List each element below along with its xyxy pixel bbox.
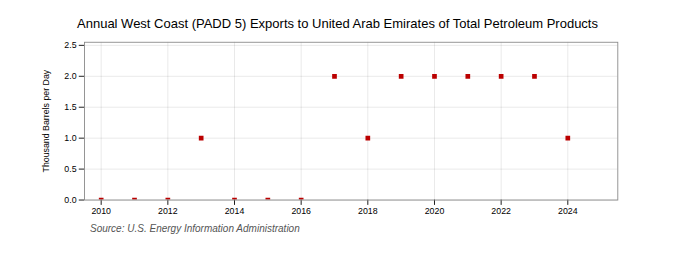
svg-text:0.0: 0.0 xyxy=(64,195,76,205)
svg-text:2.5: 2.5 xyxy=(64,40,76,50)
svg-text:2.0: 2.0 xyxy=(64,71,76,81)
svg-text:2010: 2010 xyxy=(91,206,111,216)
html-text:Source: U.S. Energy Informatio: Source: U.S. Energy Information Administ… xyxy=(90,222,300,234)
svg-text:2014: 2014 xyxy=(225,206,245,216)
svg-text:2016: 2016 xyxy=(291,206,311,216)
svg-text:1.0: 1.0 xyxy=(64,133,76,143)
html-text:Annual West Coast (PADD 5) Exp: Annual West Coast (PADD 5) Exports to Un… xyxy=(77,16,598,31)
svg-text:Thousand Barrels per Day: Thousand Barrels per Day xyxy=(41,69,51,172)
svg-text:2018: 2018 xyxy=(358,206,378,216)
svg-text:2020: 2020 xyxy=(425,206,445,216)
svg-text:2022: 2022 xyxy=(491,206,511,216)
svg-text:1.5: 1.5 xyxy=(64,102,76,112)
svg-text:2012: 2012 xyxy=(158,206,178,216)
svg-text:2024: 2024 xyxy=(558,206,578,216)
svg-text:0.5: 0.5 xyxy=(64,164,76,174)
